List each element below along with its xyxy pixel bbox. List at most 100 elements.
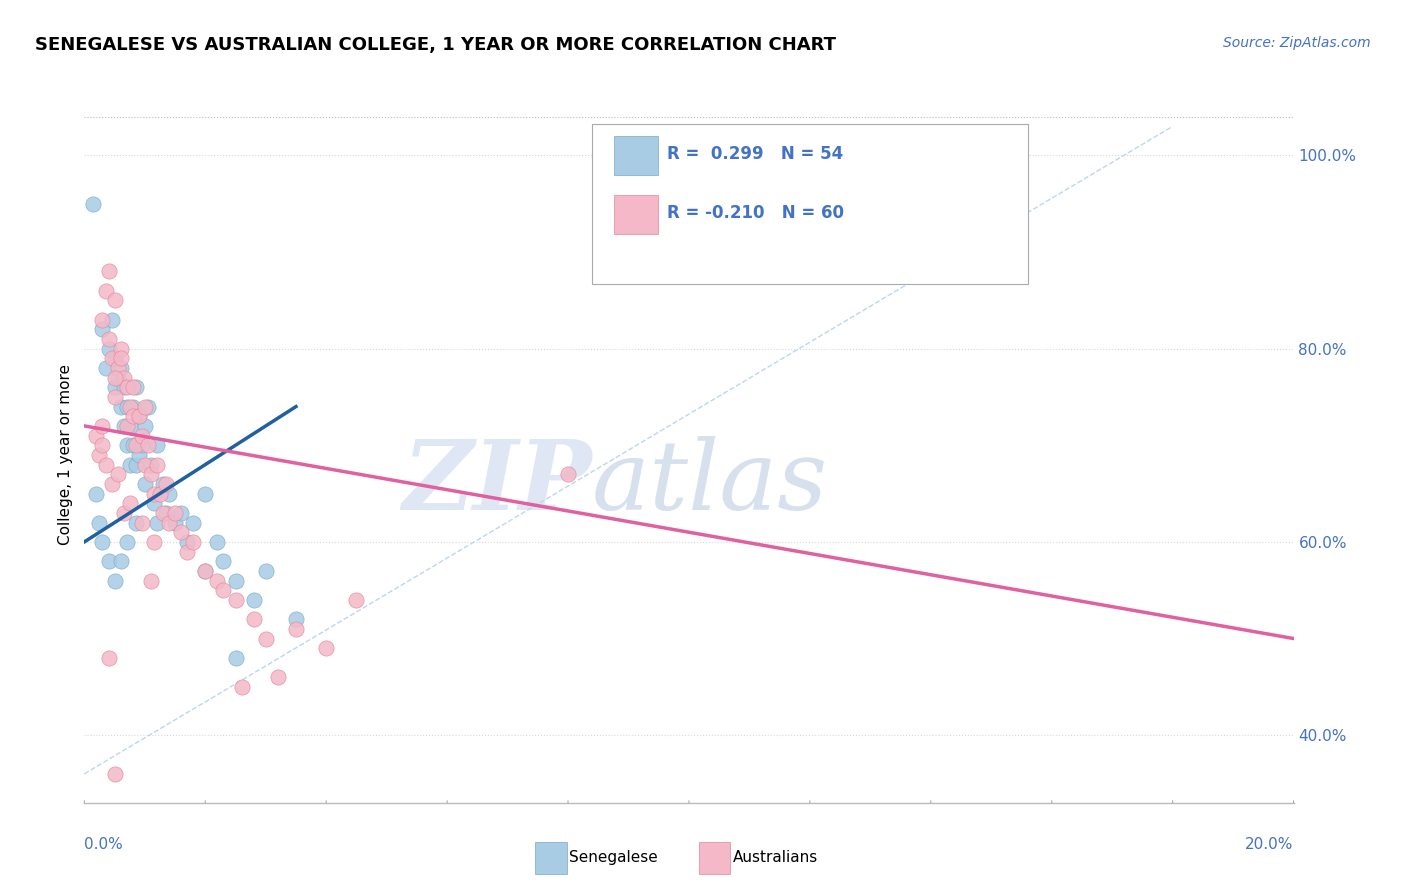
Point xyxy=(82,196,104,211)
Point xyxy=(115,380,138,394)
Point xyxy=(128,409,150,424)
Point xyxy=(139,458,162,472)
Point xyxy=(225,574,247,588)
Point xyxy=(112,419,135,434)
Text: Senegalese: Senegalese xyxy=(569,850,658,865)
Point xyxy=(100,476,122,491)
FancyBboxPatch shape xyxy=(614,194,658,234)
Point xyxy=(91,312,114,326)
Point xyxy=(110,351,132,366)
Point xyxy=(104,380,127,394)
Point xyxy=(176,544,198,558)
Point xyxy=(91,322,114,336)
Point xyxy=(125,438,148,452)
Point xyxy=(110,400,132,414)
Y-axis label: College, 1 year or more: College, 1 year or more xyxy=(58,365,73,545)
Point xyxy=(118,496,141,510)
Point xyxy=(110,342,132,356)
Point xyxy=(212,583,235,598)
Point xyxy=(115,400,138,414)
Point xyxy=(134,476,156,491)
Point xyxy=(112,380,135,394)
Point xyxy=(128,448,150,462)
Point xyxy=(121,409,143,424)
Point xyxy=(112,506,135,520)
Point xyxy=(231,680,253,694)
FancyBboxPatch shape xyxy=(592,124,1028,285)
Text: ZIP: ZIP xyxy=(402,436,592,530)
Point xyxy=(134,458,156,472)
Point xyxy=(115,438,138,452)
Point xyxy=(225,592,247,607)
Point xyxy=(131,428,153,442)
Point xyxy=(121,380,143,394)
Point xyxy=(139,467,162,482)
Point xyxy=(125,516,148,530)
Point xyxy=(142,534,165,549)
Point xyxy=(97,342,120,356)
Point xyxy=(557,467,579,482)
Text: Australians: Australians xyxy=(733,850,818,865)
Point xyxy=(146,516,169,530)
Point xyxy=(242,612,264,626)
Point xyxy=(152,506,174,520)
Point xyxy=(181,534,204,549)
Point xyxy=(165,516,187,530)
Point xyxy=(254,632,277,646)
Text: SENEGALESE VS AUSTRALIAN COLLEGE, 1 YEAR OR MORE CORRELATION CHART: SENEGALESE VS AUSTRALIAN COLLEGE, 1 YEAR… xyxy=(35,36,837,54)
FancyBboxPatch shape xyxy=(536,842,567,874)
Text: atlas: atlas xyxy=(592,436,828,530)
Point xyxy=(134,419,156,434)
Point xyxy=(131,438,153,452)
Point xyxy=(212,554,235,568)
Point xyxy=(118,400,141,414)
Point xyxy=(125,458,148,472)
Point xyxy=(94,361,117,376)
Point xyxy=(112,370,135,384)
Point xyxy=(146,458,169,472)
Point xyxy=(104,390,127,404)
Point xyxy=(225,651,247,665)
Point xyxy=(121,438,143,452)
Point xyxy=(149,486,172,500)
Text: 0.0%: 0.0% xyxy=(84,837,124,852)
Point xyxy=(97,554,120,568)
Point xyxy=(107,361,129,376)
Point xyxy=(104,767,127,781)
Text: 20.0%: 20.0% xyxy=(1246,837,1294,852)
Point xyxy=(267,670,290,684)
Point xyxy=(125,380,148,394)
Point xyxy=(194,486,217,500)
Point xyxy=(136,438,159,452)
Point xyxy=(285,622,308,636)
Point xyxy=(207,574,229,588)
Point xyxy=(86,428,108,442)
Text: R =  0.299   N = 54: R = 0.299 N = 54 xyxy=(668,145,844,163)
FancyBboxPatch shape xyxy=(614,136,658,175)
Point xyxy=(165,506,187,520)
Point xyxy=(170,525,193,540)
Point xyxy=(157,486,180,500)
Point xyxy=(207,534,229,549)
Point xyxy=(110,554,132,568)
Point xyxy=(107,467,129,482)
Point xyxy=(91,419,114,434)
Point xyxy=(91,534,114,549)
Point xyxy=(146,438,169,452)
FancyBboxPatch shape xyxy=(699,842,730,874)
Point xyxy=(152,476,174,491)
Point xyxy=(142,496,165,510)
Point xyxy=(89,516,111,530)
Point xyxy=(176,534,198,549)
Point xyxy=(110,361,132,376)
Point xyxy=(104,574,127,588)
Point xyxy=(89,448,111,462)
Point xyxy=(104,351,127,366)
Point xyxy=(346,592,368,607)
Point xyxy=(91,438,114,452)
Point xyxy=(142,486,165,500)
Point xyxy=(128,409,150,424)
Point xyxy=(285,612,308,626)
Point xyxy=(242,592,264,607)
Point xyxy=(170,506,193,520)
